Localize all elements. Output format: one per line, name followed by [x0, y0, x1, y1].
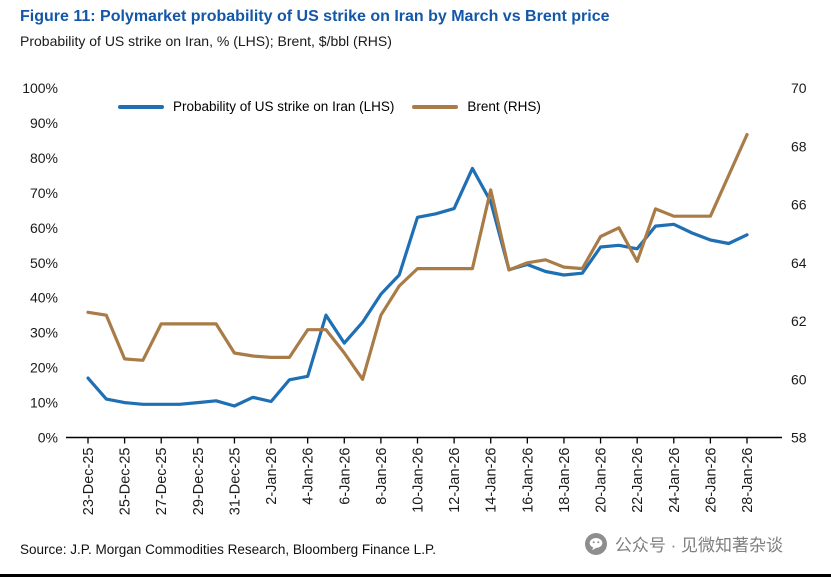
y-axis-left-tick-label: 90%: [30, 115, 58, 131]
y-axis-left-tick-label: 40%: [30, 290, 58, 306]
x-axis-tick-label: 14-Jan-26: [484, 448, 500, 513]
y-axis-left-tick-label: 100%: [22, 80, 58, 96]
figure-title: Figure 11: Polymarket probability of US …: [20, 8, 610, 25]
x-axis-tick-label: 27-Dec-25: [154, 448, 170, 516]
x-axis-tick-label: 4-Jan-26: [301, 448, 317, 505]
y-axis-left-tick-label: 50%: [30, 255, 58, 271]
x-axis-tick-label: 31-Dec-25: [227, 448, 243, 516]
y-axis-left-tick-label: 80%: [30, 150, 58, 166]
x-axis-tick-label: 29-Dec-25: [191, 448, 207, 516]
y-axis-left-tick-label: 60%: [30, 220, 58, 236]
legend-label-probability: Probability of US strike on Iran (LHS): [173, 99, 395, 114]
series-line-probability: [86, 166, 749, 408]
x-axis-tick-label: 24-Jan-26: [667, 448, 683, 513]
legend-item-brent: Brent (RHS): [412, 99, 541, 114]
y-axis-left-tick-label: 20%: [30, 360, 58, 376]
y-axis-right-tick-label: 62: [791, 313, 807, 329]
y-axis-left-tick-label: 10%: [30, 395, 58, 411]
x-axis-tick-label: 6-Jan-26: [337, 448, 353, 505]
source-note: Source: J.P. Morgan Commodities Research…: [20, 542, 436, 557]
bottom-rule: [0, 574, 831, 577]
watermark: 公众号 · 见微知著杂谈: [584, 531, 783, 556]
x-axis-tick-label: 23-Dec-25: [81, 448, 97, 516]
x-axis-tick-label: 16-Jan-26: [520, 448, 536, 513]
x-axis-tick-label: 8-Jan-26: [374, 448, 390, 505]
chart-legend: Probability of US strike on Iran (LHS) B…: [118, 99, 541, 114]
y-axis-right-tick-label: 58: [791, 430, 807, 446]
y-axis-right-tick-label: 66: [791, 197, 807, 213]
x-axis-tick-label: 28-Jan-26: [740, 448, 756, 513]
watermark-text: 公众号 · 见微知著杂谈: [614, 536, 783, 555]
y-axis-left-tick-label: 0%: [38, 430, 58, 446]
y-axis-right-tick-label: 70: [791, 80, 807, 96]
figure-subtitle: Probability of US strike on Iran, % (LHS…: [20, 33, 392, 49]
x-axis-tick-label: 10-Jan-26: [411, 448, 427, 513]
legend-swatch-probability-line: [118, 104, 164, 109]
y-axis-right-tick-label: 64: [791, 255, 807, 271]
y-axis-left-tick-label: 70%: [30, 185, 58, 201]
x-axis-tick-label: 12-Jan-26: [447, 447, 463, 512]
y-axis-right-tick-label: 68: [791, 138, 807, 154]
y-axis-right-tick-label: 60: [791, 371, 807, 387]
x-axis-tick-label: 22-Jan-26: [630, 448, 646, 513]
series-line-brent: [86, 132, 749, 381]
x-axis-tick-label: 2-Jan-26: [264, 448, 280, 505]
x-axis-tick-label: 20-Jan-26: [594, 448, 610, 513]
line-chart-canvas: 0% 10% 20% 30% 40% 50% 60% 70% 80% 90% 100% 58 60 62 6…: [22, 80, 807, 516]
legend-item-probability: Probability of US strike on Iran (LHS): [118, 99, 394, 114]
y-axis-left-tick-label: 30%: [30, 325, 58, 341]
legend-swatch-brent-line: [412, 104, 459, 109]
x-axis-tick-label: 26-Jan-26: [703, 448, 719, 513]
x-axis-tick-label: 18-Jan-26: [557, 448, 573, 513]
legend-label-brent: Brent (RHS): [467, 99, 541, 114]
x-axis-tick-label: 25-Dec-25: [118, 448, 134, 516]
wechat-icon: [584, 532, 607, 555]
